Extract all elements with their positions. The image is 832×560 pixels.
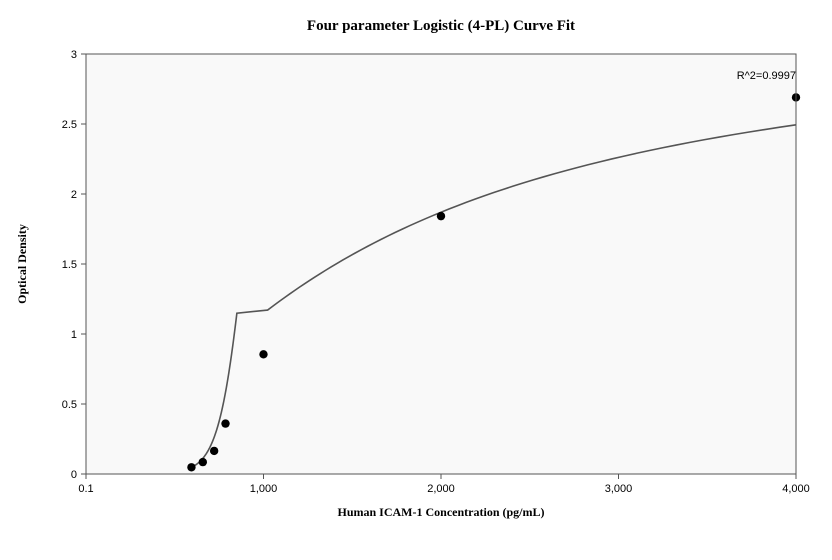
- x-tick-label: 2,000: [427, 483, 455, 495]
- x-tick-label: 3,000: [605, 483, 633, 495]
- y-tick-label: 2: [71, 189, 77, 201]
- r-squared-annotation: R^2=0.9997: [737, 70, 796, 82]
- y-tick-label: 1.5: [62, 259, 77, 271]
- y-axis-label: Optical Density: [15, 224, 29, 304]
- x-tick-label: 1,000: [250, 483, 278, 495]
- x-tick-label: 4,000: [782, 483, 810, 495]
- y-tick-label: 1: [71, 329, 77, 341]
- y-tick-label: 3: [71, 49, 77, 61]
- x-axis-label: Human ICAM-1 Concentration (pg/mL): [338, 505, 545, 519]
- data-point: [210, 447, 218, 455]
- data-point: [259, 350, 267, 358]
- y-tick-label: 0.5: [62, 399, 77, 411]
- y-tick-label: 2.5: [62, 119, 77, 131]
- chart-container: Four parameter Logistic (4-PL) Curve Fit…: [0, 0, 832, 560]
- y-tick-label: 0: [71, 469, 77, 481]
- data-point: [221, 419, 229, 427]
- data-point: [187, 463, 195, 471]
- data-point: [199, 458, 207, 466]
- curve-fit-chart: Four parameter Logistic (4-PL) Curve Fit…: [0, 0, 832, 560]
- plot-background: [86, 54, 796, 474]
- chart-title: Four parameter Logistic (4-PL) Curve Fit: [307, 18, 575, 34]
- x-tick-label: 0.1: [78, 483, 93, 495]
- data-point: [437, 212, 445, 220]
